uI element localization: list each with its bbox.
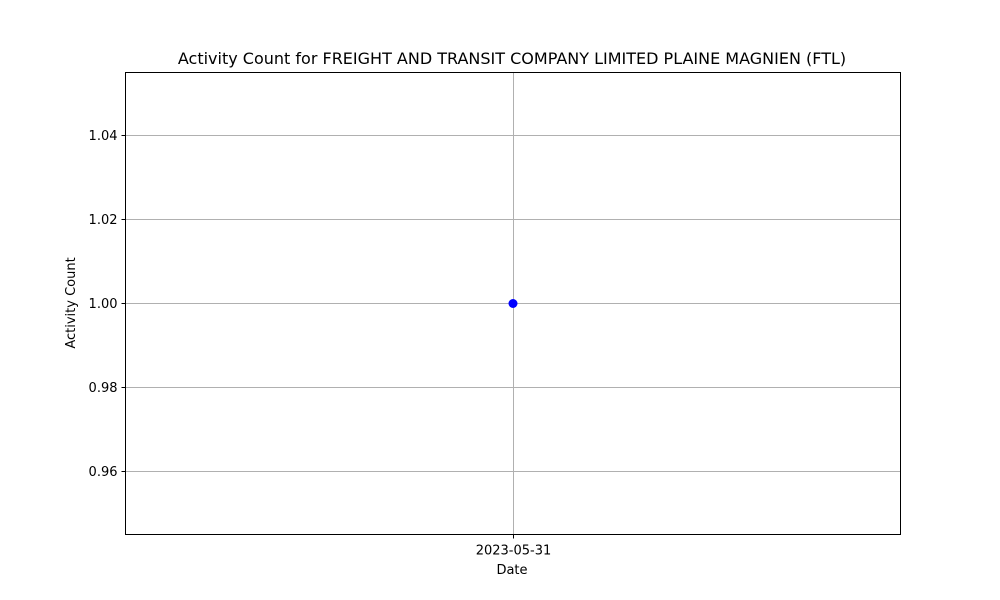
series-layer [508, 299, 518, 308]
x-tick-label: 2023-05-31 [476, 544, 552, 559]
y-tick-label: 0.96 [89, 465, 118, 480]
x-axis-label: Date [496, 563, 527, 578]
chart-title: Activity Count for FREIGHT AND TRANSIT C… [178, 49, 846, 68]
y-axis-label: Activity Count [64, 257, 79, 348]
y-tick-label: 0.98 [89, 381, 118, 396]
plot-frame [125, 72, 901, 535]
tick-layer: 0.96 0.98 1.00 1.02 1.04 2023-05-31 [89, 129, 552, 559]
y-tick-label: 1.04 [89, 129, 118, 144]
data-point [508, 299, 518, 308]
y-tick-label: 1.00 [89, 297, 118, 312]
y-tick-label: 1.02 [89, 213, 118, 228]
